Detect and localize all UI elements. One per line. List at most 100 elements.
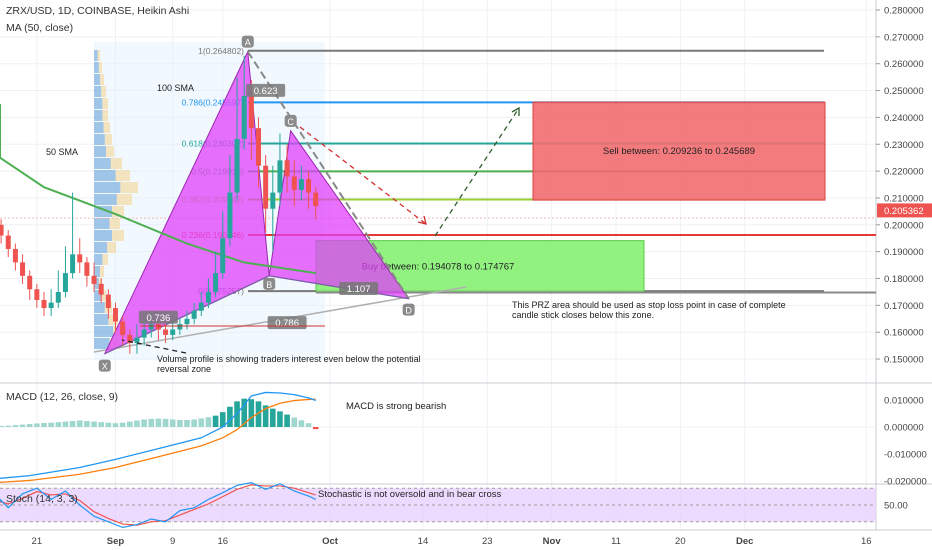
volume-bar-up xyxy=(94,158,111,169)
candle-body xyxy=(284,160,290,177)
candle-body xyxy=(120,321,126,335)
macd-hist-bar xyxy=(270,408,276,427)
stoch-d-line xyxy=(0,484,316,526)
volume-note-arrow xyxy=(121,339,187,354)
macd-hist-bar xyxy=(141,419,147,427)
macd-hist-bar xyxy=(205,417,212,427)
volume-bar-up xyxy=(94,86,102,97)
macd-hist-bar xyxy=(212,415,219,427)
price-tick-label: 0.150000 xyxy=(884,355,924,366)
macd-hist-bar xyxy=(305,423,312,427)
macd-hist-bar xyxy=(119,422,126,427)
macd-title: MACD (12, 26, close, 9) xyxy=(6,391,118,403)
annotations: 100 SMA 50 SMA This PRZ area should be use… xyxy=(46,83,786,374)
volume-bar-up xyxy=(94,146,106,157)
candle-body xyxy=(291,176,297,190)
candle-body xyxy=(170,329,176,335)
harmonic-point-label: A xyxy=(245,38,251,48)
time-axis[interactable]: 21 Sep 9 16 Oct 14 23 Nov 11 20 Dec 16 xyxy=(32,536,872,547)
volume-bar-down xyxy=(100,266,104,277)
macd-hist-bar xyxy=(277,411,283,427)
volume-bar-up xyxy=(94,290,102,301)
candle-body xyxy=(248,95,254,129)
volume-bar-down xyxy=(97,50,100,61)
volume-bar-up xyxy=(94,230,112,241)
volume-bar-down xyxy=(107,242,116,253)
time-tick-label: Oct xyxy=(322,536,339,547)
macd-hist-bar xyxy=(91,421,97,427)
macd-tick-label: 0.000000 xyxy=(884,423,924,434)
volume-bar-up xyxy=(94,110,103,121)
macd-tick-label: -0.010000 xyxy=(884,450,927,461)
volume-bar-down xyxy=(101,86,106,97)
macd-pane: MACD is strong bearish xyxy=(0,391,876,483)
time-tick-label: Sep xyxy=(107,536,125,547)
volume-bar-up xyxy=(94,218,110,229)
projected-up-arrow-head xyxy=(511,106,520,116)
candle-body xyxy=(234,138,240,193)
current-price-tag xyxy=(877,203,932,218)
harmonic-pattern[interactable]: X A B C D xyxy=(98,35,415,372)
volume-bar-down xyxy=(106,146,114,157)
harmonic-point-badge xyxy=(241,35,254,48)
price-axis[interactable]: 0.280000 0.270000 0.260000 0.250000 0.240000… xyxy=(876,6,932,512)
fib-level-label: 1(0.264802) xyxy=(198,46,244,56)
price-tick-label: 0.190000 xyxy=(884,247,924,258)
time-tick-label: 14 xyxy=(418,536,429,547)
volume-bar-up xyxy=(94,122,104,133)
volume-bar-down xyxy=(120,182,138,193)
projection-arrows[interactable] xyxy=(121,106,520,354)
harmonic-point-label: B xyxy=(266,280,272,290)
candle-body xyxy=(134,337,140,343)
candle-body xyxy=(5,235,11,249)
ma-indicator-label: MA (50, close) xyxy=(6,22,73,34)
macd-hist-bar xyxy=(5,425,12,427)
macd-hist-bar xyxy=(12,425,19,427)
macd-hist-bar xyxy=(19,424,26,427)
macd-hist-bar xyxy=(162,418,169,427)
volume-bar-down xyxy=(103,122,110,133)
candle-body xyxy=(270,192,276,209)
volume-bar-down xyxy=(116,194,132,205)
ratio-badge xyxy=(339,282,379,296)
macd-hist-bar xyxy=(198,418,205,427)
candle-body xyxy=(298,179,304,190)
macd-hist-bar xyxy=(262,405,269,427)
volume-bar-up xyxy=(94,134,105,145)
candle-body xyxy=(105,294,111,309)
stoch-pane: Stochastic is not oversold and in bear c… xyxy=(0,481,876,529)
candle-body xyxy=(277,160,283,193)
price-tick-label: 0.230000 xyxy=(884,140,924,151)
price-tick-label: 0.280000 xyxy=(884,6,924,17)
price-tick-label: 0.160000 xyxy=(884,328,924,339)
ma50-line xyxy=(0,103,316,275)
current-price-label: 0.205362 xyxy=(884,206,924,217)
candle-body xyxy=(55,291,61,303)
volume-bar-up xyxy=(94,50,98,61)
candle-body xyxy=(306,179,312,193)
candle-body xyxy=(98,283,104,295)
candle-body xyxy=(220,238,226,274)
sma50-label: 50 SMA xyxy=(46,147,78,157)
macd-hist-bar xyxy=(248,399,255,427)
volume-bar-down xyxy=(112,230,124,241)
price-tick-label: 0.170000 xyxy=(884,301,924,312)
harmonic-point-label: X xyxy=(102,362,108,372)
time-tick-label: 16 xyxy=(217,536,228,547)
macd-tick-label: -0.020000 xyxy=(884,477,927,488)
macd-hist-bar xyxy=(255,401,262,427)
ratio-badge xyxy=(246,83,286,97)
symbol-title: ZRX/USD, 1D, COINBASE, Heikin Ashi xyxy=(6,5,189,17)
macd-hist-bar xyxy=(62,421,69,427)
volume-bar-down xyxy=(112,206,124,217)
volume-bar-down xyxy=(110,158,122,169)
macd-tick-label: 0.010000 xyxy=(884,396,924,407)
volume-bar-up xyxy=(94,326,114,337)
price-tick-label: 0.210000 xyxy=(884,193,924,204)
candle-body xyxy=(205,291,211,303)
candle-body xyxy=(77,254,83,263)
volume-bar-up xyxy=(94,194,117,205)
macd-hist-bar xyxy=(169,419,176,427)
macd-hist-bar xyxy=(298,420,305,427)
volume-bar-up xyxy=(94,338,110,349)
